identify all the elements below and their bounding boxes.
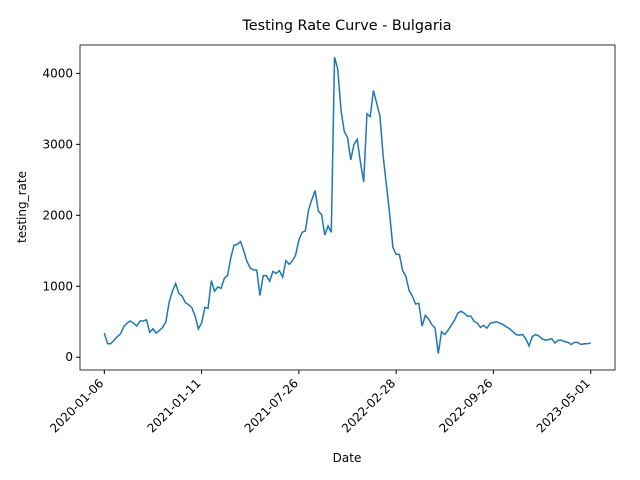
y-axis-label: testing_rate — [15, 171, 29, 243]
x-axis-label: Date — [333, 451, 362, 465]
y-tick-label: 3000 — [42, 137, 73, 151]
y-tick-label: 1000 — [42, 279, 73, 293]
x-tick-label: 2022-02-28 — [339, 376, 398, 435]
x-tick-label: 2023-05-01 — [534, 376, 593, 435]
data-line — [103, 56, 591, 354]
x-tick-label: 2020-01-06 — [47, 376, 106, 435]
y-tick-label: 2000 — [42, 208, 73, 222]
chart-title: Testing Rate Curve - Bulgaria — [241, 18, 451, 34]
x-tick-label: 2022-09-26 — [436, 376, 495, 435]
x-tick-label: 2021-01-11 — [144, 376, 203, 435]
x-tick-label: 2021-07-26 — [242, 376, 301, 435]
y-tick-label: 4000 — [42, 66, 73, 80]
y-tick-label: 0 — [65, 350, 73, 364]
axes-frame — [79, 44, 616, 371]
